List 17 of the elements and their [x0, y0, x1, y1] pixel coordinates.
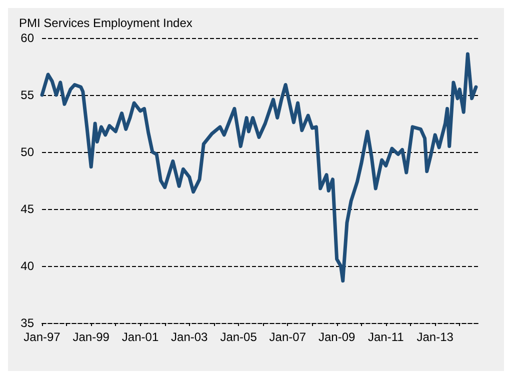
x-tick-label: Jan-09	[318, 330, 356, 344]
x-tick-label: Jan-05	[220, 330, 258, 344]
y-tick-label: 60	[20, 31, 34, 45]
y-tick-label: 35	[20, 316, 34, 330]
y-tick-label: 50	[20, 145, 34, 159]
x-tick-label: Jan-07	[269, 330, 306, 344]
x-tick-label: Jan-03	[171, 330, 208, 344]
y-tick-label: 40	[20, 259, 34, 273]
x-tick-label: Jan-97	[24, 330, 61, 344]
y-tick-label: 55	[20, 88, 34, 102]
y-tick-label: 45	[20, 202, 34, 216]
chart-title: PMI Services Employment Index	[19, 16, 192, 30]
x-tick-label: Jan-01	[122, 330, 159, 344]
x-tick-label: Jan-99	[72, 330, 110, 344]
line-series	[40, 52, 478, 283]
x-tick-label: Jan-11	[368, 330, 404, 344]
x-tick-label: Jan-13	[416, 330, 454, 344]
